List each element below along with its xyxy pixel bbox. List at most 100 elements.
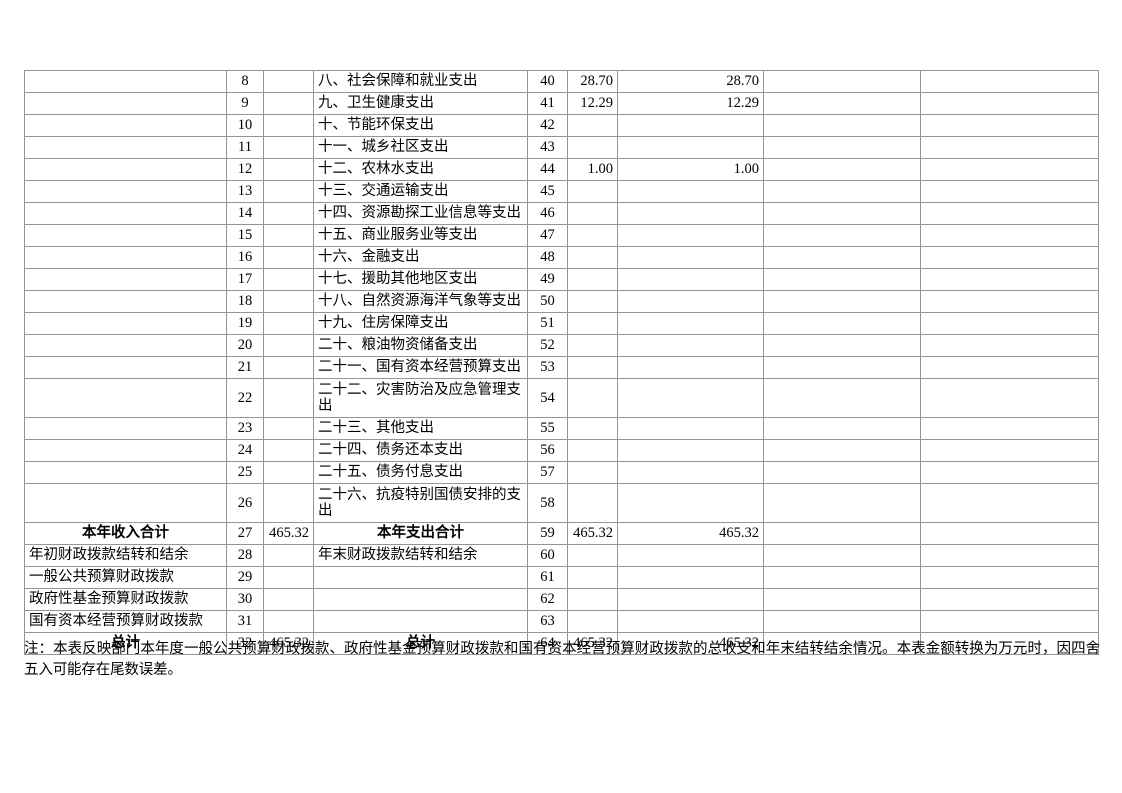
income-amount <box>263 356 314 379</box>
expenditure-item-label: 二十一、国有资本经营预算支出 <box>313 356 528 379</box>
income-line-number: 13 <box>226 180 264 203</box>
state-capital-budget-amount <box>920 632 1099 655</box>
income-line-number: 11 <box>226 136 264 159</box>
expenditure-line-number: 46 <box>527 202 568 225</box>
expenditure-total-amount <box>567 114 618 137</box>
state-capital-budget-amount <box>920 158 1099 181</box>
income-item-label: 一般公共预算财政拨款 <box>24 566 227 589</box>
government-fund-budget-amount <box>763 566 921 589</box>
state-capital-budget-amount <box>920 114 1099 137</box>
general-public-budget-amount: 28.70 <box>617 70 764 93</box>
table-row: 14 十四、资源勘探工业信息等支出 46 <box>24 202 1099 225</box>
income-amount <box>263 544 314 567</box>
income-item-label <box>24 70 227 93</box>
financial-allocation-table: 8 八、社会保障和就业支出 40 28.70 28.70 9 九、卫生健康支出 41 12.29… <box>24 70 1099 655</box>
government-fund-budget-amount <box>763 356 921 379</box>
expenditure-line-number: 60 <box>527 544 568 567</box>
government-fund-budget-amount <box>763 268 921 291</box>
expenditure-line-number: 44 <box>527 158 568 181</box>
expenditure-item-label: 十五、商业服务业等支出 <box>313 224 528 247</box>
expenditure-item-label: 十三、交通运输支出 <box>313 180 528 203</box>
income-line-number: 19 <box>226 312 264 335</box>
income-line-number: 24 <box>226 439 264 462</box>
state-capital-budget-amount <box>920 483 1099 523</box>
income-line-number: 27 <box>226 522 264 545</box>
expenditure-line-number: 62 <box>527 588 568 611</box>
expenditure-total-amount <box>567 378 618 418</box>
state-capital-budget-amount <box>920 461 1099 484</box>
table-row: 政府性基金预算财政拨款 30 62 <box>24 588 1099 611</box>
expenditure-total-amount <box>567 566 618 589</box>
income-amount <box>263 483 314 523</box>
expenditure-line-number: 45 <box>527 180 568 203</box>
income-item-label <box>24 290 227 313</box>
income-line-number: 14 <box>226 202 264 225</box>
state-capital-budget-amount <box>920 224 1099 247</box>
table-row: 20 二十、粮油物资储备支出 52 <box>24 334 1099 357</box>
general-public-budget-amount <box>617 378 764 418</box>
government-fund-budget-amount <box>763 483 921 523</box>
general-public-budget-amount <box>617 417 764 440</box>
expenditure-item-label: 二十二、灾害防治及应急管理支出 <box>313 378 528 418</box>
expenditure-item-label <box>313 588 528 611</box>
expenditure-total-amount <box>567 202 618 225</box>
state-capital-budget-amount <box>920 70 1099 93</box>
table-row: 8 八、社会保障和就业支出 40 28.70 28.70 <box>24 70 1099 93</box>
state-capital-budget-amount <box>920 544 1099 567</box>
general-public-budget-amount <box>617 224 764 247</box>
income-item-label <box>24 92 227 115</box>
income-amount <box>263 312 314 335</box>
expenditure-item-label <box>313 566 528 589</box>
state-capital-budget-amount <box>920 92 1099 115</box>
table-row: 24 二十四、债务还本支出 56 <box>24 439 1099 462</box>
general-public-budget-amount <box>617 334 764 357</box>
table-row: 11 十一、城乡社区支出 43 <box>24 136 1099 159</box>
income-amount <box>263 268 314 291</box>
government-fund-budget-amount <box>763 544 921 567</box>
expenditure-item-label: 二十三、其他支出 <box>313 417 528 440</box>
income-line-number: 23 <box>226 417 264 440</box>
income-amount <box>263 158 314 181</box>
income-item-label <box>24 483 227 523</box>
expenditure-line-number: 42 <box>527 114 568 137</box>
expenditure-line-number: 63 <box>527 610 568 633</box>
government-fund-budget-amount <box>763 439 921 462</box>
state-capital-budget-amount <box>920 588 1099 611</box>
table-row: 25 二十五、债务付息支出 57 <box>24 461 1099 484</box>
income-item-label <box>24 202 227 225</box>
table-row: 17 十七、援助其他地区支出 49 <box>24 268 1099 291</box>
state-capital-budget-amount <box>920 290 1099 313</box>
income-item-label <box>24 158 227 181</box>
state-capital-budget-amount <box>920 268 1099 291</box>
income-line-number: 21 <box>226 356 264 379</box>
state-capital-budget-amount <box>920 312 1099 335</box>
income-item-label <box>24 378 227 418</box>
income-amount <box>263 588 314 611</box>
government-fund-budget-amount <box>763 246 921 269</box>
table-row: 18 十八、自然资源海洋气象等支出 50 <box>24 290 1099 313</box>
table-row: 一般公共预算财政拨款 29 61 <box>24 566 1099 589</box>
expenditure-item-label: 二十四、债务还本支出 <box>313 439 528 462</box>
expenditure-total-amount <box>567 246 618 269</box>
expenditure-total-amount <box>567 268 618 291</box>
expenditure-item-label: 二十五、债务付息支出 <box>313 461 528 484</box>
income-item-label <box>24 268 227 291</box>
income-amount <box>263 378 314 418</box>
expenditure-line-number: 61 <box>527 566 568 589</box>
government-fund-budget-amount <box>763 461 921 484</box>
government-fund-budget-amount <box>763 588 921 611</box>
table-row: 19 十九、住房保障支出 51 <box>24 312 1099 335</box>
income-item-label <box>24 334 227 357</box>
income-item-label <box>24 136 227 159</box>
general-public-budget-amount <box>617 483 764 523</box>
government-fund-budget-amount <box>763 224 921 247</box>
government-fund-budget-amount <box>763 334 921 357</box>
income-item-label: 总计 <box>24 632 227 655</box>
expenditure-line-number: 53 <box>527 356 568 379</box>
expenditure-total-amount: 465.32 <box>567 522 618 545</box>
income-item-label: 政府性基金预算财政拨款 <box>24 588 227 611</box>
expenditure-line-number: 41 <box>527 92 568 115</box>
table-body: 8 八、社会保障和就业支出 40 28.70 28.70 9 九、卫生健康支出 41 12.29… <box>24 70 1099 655</box>
income-amount <box>263 114 314 137</box>
table-row: 16 十六、金融支出 48 <box>24 246 1099 269</box>
